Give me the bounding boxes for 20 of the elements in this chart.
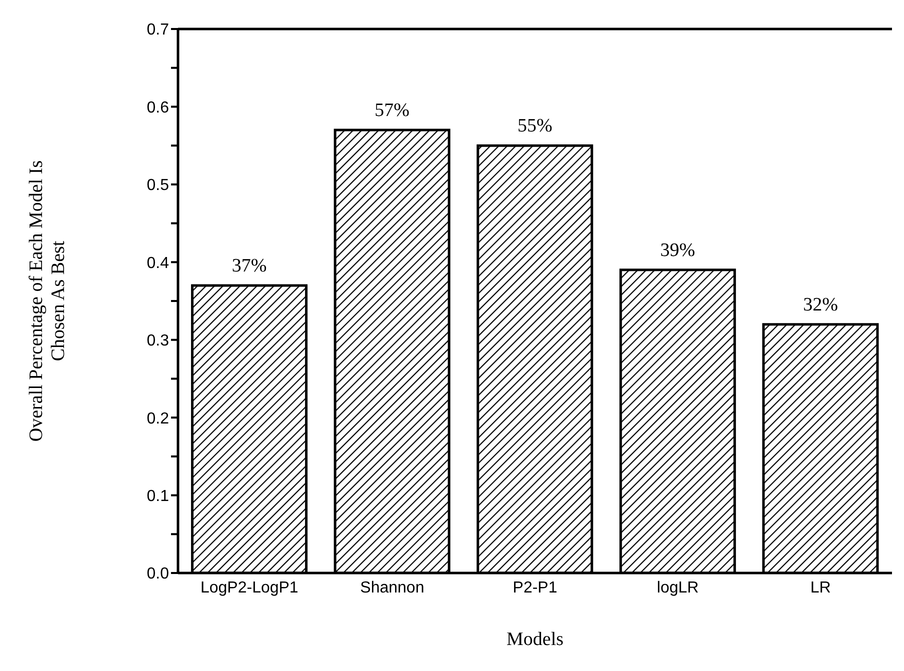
- data-label: 37%: [232, 255, 267, 276]
- data-label: 57%: [374, 100, 410, 122]
- data-label: 55%: [517, 116, 552, 137]
- x-axis-title: Models: [506, 629, 564, 650]
- y-tick-label: 0.6: [146, 99, 170, 116]
- y-tick-label: 0.0: [146, 566, 170, 583]
- y-tick-label: 0.1: [146, 488, 170, 505]
- data-label: 39%: [660, 240, 696, 261]
- y-axis-title: Overall Percentage of Each Model Is Chosen As Best: [26, 160, 69, 442]
- x-tick-label: P2-P1: [512, 579, 558, 596]
- y-tick-label: 0.2: [146, 410, 170, 428]
- x-tick-label: LR: [810, 579, 831, 596]
- data-label: 32%: [803, 294, 838, 316]
- y-tick-label: 0.5: [146, 177, 170, 194]
- x-tick-label: logLR: [656, 579, 699, 596]
- x-tick-label: Shannon: [360, 579, 424, 596]
- x-tick-label: LogP2-LogP1: [200, 579, 298, 596]
- y-tick-label: 0.4: [146, 254, 170, 272]
- y-tick-label: 0.3: [146, 332, 170, 350]
- y-tick-label: 0.7: [146, 22, 170, 39]
